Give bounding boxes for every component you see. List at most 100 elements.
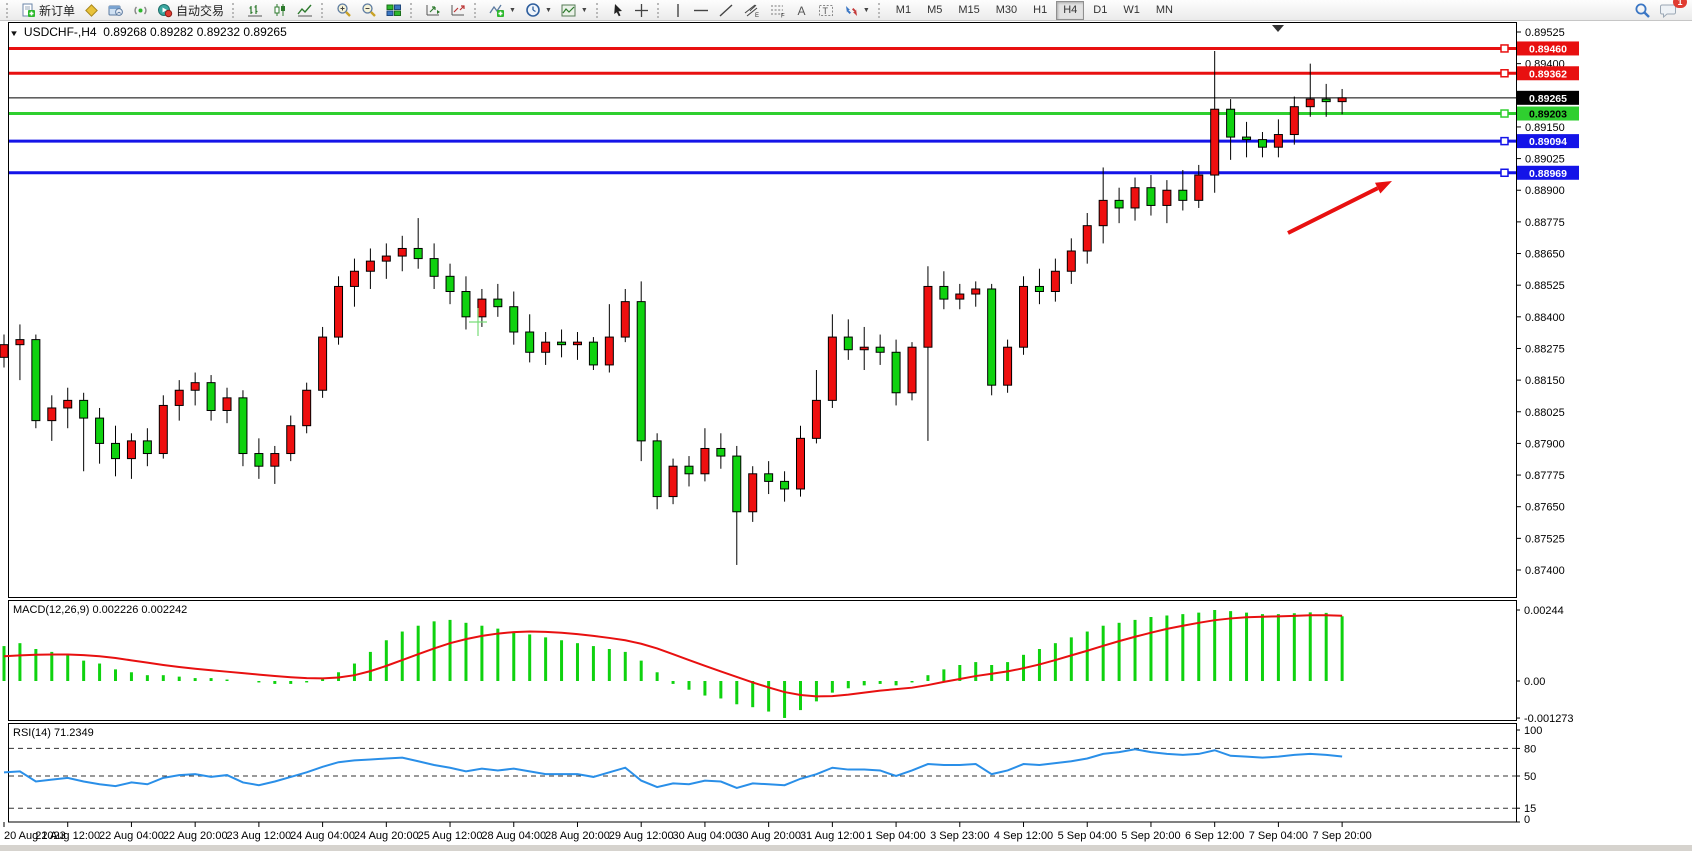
toolbar: 新订单 自动交易	[0, 0, 1692, 21]
text-button[interactable]: A	[791, 0, 813, 20]
trendline-icon	[718, 3, 734, 18]
new-order-icon	[21, 3, 36, 18]
rsi-pane: 100 80 50 150	[3, 725, 1542, 826]
bar-chart-button[interactable]	[243, 0, 267, 20]
rsi-indicator-name: RSI(14)	[13, 727, 51, 739]
toolbar-grip[interactable]	[6, 2, 13, 18]
periods-clock-icon	[525, 2, 541, 18]
price-tag	[1517, 134, 1579, 149]
timeframe-mn[interactable]: MN	[1155, 3, 1173, 16]
chart-canvas[interactable]: 0.895250.894000.891500.890250.889000.887…	[0, 21, 1692, 845]
svg-text:0.87525: 0.87525	[1525, 533, 1565, 545]
toolbar-grip[interactable]	[656, 2, 664, 18]
auto-scroll-button[interactable]	[421, 0, 445, 20]
timeframe-m30[interactable]: M30	[995, 3, 1018, 16]
timeframe-m15[interactable]: M15	[958, 3, 980, 16]
toolbar-grip[interactable]	[474, 2, 481, 18]
trendline-button[interactable]	[714, 0, 738, 20]
timeframe-w1[interactable]: W1	[1123, 3, 1140, 16]
timeframe-m1[interactable]: M1	[895, 3, 912, 16]
new-order-button[interactable]: 新订单	[17, 0, 79, 20]
chevron-down-icon: ▼	[862, 6, 870, 14]
svg-text:80: 80	[1524, 743, 1536, 755]
channel-button[interactable]: E	[739, 0, 764, 20]
search-button[interactable]	[1630, 0, 1655, 20]
vertical-line-button[interactable]	[668, 0, 688, 20]
crosshair-icon	[634, 3, 649, 18]
timeframe-d1[interactable]: D1	[1093, 3, 1108, 16]
svg-text:50: 50	[1524, 771, 1536, 783]
search-icon	[1634, 2, 1651, 19]
cross-marker-annotation[interactable]	[469, 308, 487, 336]
toolbar-grip[interactable]	[410, 2, 417, 18]
svg-text:0.89094: 0.89094	[1529, 136, 1567, 148]
svg-text:4 Sep 12:00: 4 Sep 12:00	[994, 830, 1053, 842]
toolbar-grip[interactable]	[232, 2, 239, 18]
svg-text:7 Sep 04:00: 7 Sep 04:00	[1249, 830, 1308, 842]
line-chart-icon	[297, 3, 313, 18]
periods-button[interactable]: ▼	[521, 0, 556, 20]
timeframe-h1[interactable]: H1	[1033, 3, 1048, 16]
candlestick-chart-button[interactable]	[268, 0, 292, 20]
svg-text:0.89025: 0.89025	[1525, 154, 1565, 166]
chat-button[interactable]: 1	[1656, 0, 1687, 20]
notification-badge: 1	[1673, 0, 1687, 8]
line-handle[interactable]	[1500, 168, 1509, 178]
line-chart-button[interactable]	[293, 0, 317, 20]
line-handle[interactable]	[1500, 69, 1509, 78]
chart-title: ▼ USDCHF-,H4 0.89268 0.89282 0.89232 0.89…	[9, 25, 287, 39]
cursor-button[interactable]	[607, 0, 629, 20]
arrows-button[interactable]: ▼	[839, 0, 874, 20]
svg-text:1 Sep 04:00: 1 Sep 04:00	[866, 830, 925, 842]
svg-text:3 Sep 23:00: 3 Sep 23:00	[930, 830, 989, 842]
chart-shift-button[interactable]	[446, 0, 470, 20]
toolbar-grip[interactable]	[321, 2, 328, 18]
text-label-button[interactable]: T	[814, 0, 838, 20]
rsi-line	[3, 748, 1343, 790]
svg-text:6 Sep 12:00: 6 Sep 12:00	[1185, 830, 1244, 842]
svg-text:0.88969: 0.88969	[1529, 168, 1567, 180]
svg-text:0.88525: 0.88525	[1525, 280, 1565, 292]
svg-text:0.88650: 0.88650	[1525, 249, 1565, 261]
line-handle[interactable]	[1500, 136, 1509, 146]
zoom-out-button[interactable]	[357, 0, 381, 20]
line-handle[interactable]	[1500, 44, 1509, 53]
candlestick-series	[0, 50, 1347, 565]
timeframe-m5[interactable]: M5	[927, 3, 943, 16]
crosshair-button[interactable]	[630, 0, 653, 20]
navigator-icon	[133, 3, 148, 18]
svg-text:0.87650: 0.87650	[1525, 502, 1565, 514]
svg-text:7 Sep 20:00: 7 Sep 20:00	[1312, 830, 1371, 842]
zoom-in-button[interactable]	[332, 0, 356, 20]
navigator-button[interactable]	[129, 0, 152, 20]
indicators-button[interactable]: ▼	[485, 0, 520, 20]
toolbar-grip[interactable]	[877, 2, 885, 18]
price-tag	[1517, 41, 1579, 56]
fibonacci-button[interactable]: F	[765, 0, 790, 20]
tile-windows-button[interactable]	[382, 0, 406, 20]
data-window-button[interactable]	[104, 0, 128, 20]
svg-text:22 Aug 20:00: 22 Aug 20:00	[163, 830, 228, 842]
horizontal-line-button[interactable]	[689, 0, 713, 20]
trend-arrow-annotation[interactable]	[1287, 181, 1392, 235]
market-watch-button[interactable]	[80, 0, 103, 20]
vertical-line-icon	[672, 3, 684, 18]
svg-text:28 Aug 04:00: 28 Aug 04:00	[481, 830, 546, 842]
price-lines[interactable]: 0.89460 0.89362 0.89265 0.89203 0.89094 0.889…	[9, 41, 1579, 180]
svg-text:0.88900: 0.88900	[1525, 185, 1565, 197]
svg-text:24 Aug 20:00: 24 Aug 20:00	[354, 830, 419, 842]
chevron-down-icon: ▼	[544, 6, 552, 14]
svg-text:21 Aug 12:00: 21 Aug 12:00	[35, 830, 100, 842]
autotrading-button[interactable]: 自动交易	[153, 0, 228, 20]
auto-scroll-icon	[425, 3, 441, 18]
toolbar-grip[interactable]	[595, 2, 603, 18]
templates-button[interactable]: ▼	[557, 0, 592, 20]
text-icon: A	[795, 3, 809, 18]
horizontal-line-icon	[693, 3, 709, 18]
timeframe-h4[interactable]: H4	[1056, 0, 1085, 20]
line-handle[interactable]	[1500, 109, 1509, 118]
chart-shift-marker[interactable]	[1272, 25, 1284, 32]
channel-icon: E	[743, 2, 760, 18]
svg-text:0.87775: 0.87775	[1525, 470, 1565, 482]
